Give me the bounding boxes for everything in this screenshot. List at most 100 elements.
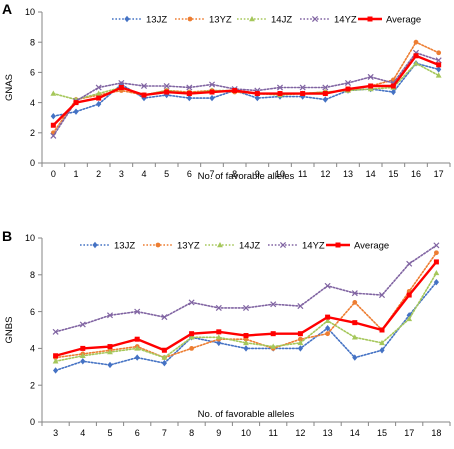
- data-point-14jz: [406, 315, 413, 322]
- x-tick-label: 0: [51, 169, 56, 179]
- y-axis-label: GNBS: [4, 317, 15, 344]
- legend-swatch-marker: [311, 15, 319, 23]
- data-point-average: [390, 83, 396, 89]
- legend-entry-label: 14JZ: [271, 14, 292, 25]
- data-point-14yz: [367, 73, 374, 80]
- data-point-14yz: [435, 57, 442, 64]
- x-tick-label: 11: [298, 169, 307, 179]
- series-line-average: [52, 54, 440, 127]
- x-tick-label: 7: [209, 169, 214, 179]
- panel-label: B: [2, 228, 12, 244]
- data-point-14yz: [378, 292, 386, 299]
- x-tick-label: 15: [388, 169, 398, 179]
- series-14jz: [50, 60, 442, 102]
- legend-swatch-marker: [92, 241, 98, 249]
- data-point-14yz: [322, 84, 329, 91]
- x-tick-label: 4: [141, 169, 146, 179]
- data-point-14yz: [406, 260, 413, 267]
- data-point-14yz: [297, 303, 304, 310]
- data-point-13jz: [433, 278, 439, 286]
- data-point-13jz: [50, 112, 56, 120]
- data-point-average: [53, 353, 59, 359]
- data-point-14yz: [351, 290, 358, 297]
- y-tick-label: 0: [30, 417, 35, 427]
- x-tick-label: 17: [404, 428, 414, 438]
- data-point-14jz: [215, 334, 222, 340]
- y-axis-label: GNAS: [4, 74, 15, 101]
- data-point-average: [209, 89, 215, 95]
- y-tick-label: 10: [25, 7, 35, 17]
- x-tick-label: 9: [216, 428, 221, 438]
- data-point-13jz: [216, 339, 222, 347]
- series-line-13yz: [52, 41, 440, 134]
- data-point-average: [254, 91, 260, 97]
- data-point-14yz: [208, 81, 216, 88]
- series-line-13jz: [52, 62, 440, 117]
- data-point-14jz: [50, 90, 57, 96]
- data-point-average: [141, 92, 147, 98]
- data-point-14yz: [106, 312, 114, 319]
- data-point-14jz: [351, 334, 358, 340]
- x-tick-label: 2: [96, 169, 101, 179]
- data-point-13jz: [436, 66, 442, 73]
- y-tick-label: 4: [30, 344, 35, 354]
- x-tick-label: 7: [162, 428, 167, 438]
- data-point-14yz: [186, 84, 193, 91]
- data-point-13jz: [73, 108, 79, 115]
- data-point-13jz: [107, 361, 113, 369]
- data-point-average: [161, 347, 167, 353]
- x-tick-label: 5: [164, 169, 169, 179]
- y-tick-label: 0: [30, 158, 35, 168]
- data-point-average: [345, 86, 351, 92]
- data-point-13jz: [186, 94, 192, 102]
- data-point-average: [368, 83, 374, 89]
- data-point-14yz: [242, 304, 250, 311]
- data-point-13jz: [297, 345, 303, 352]
- legend-entry-label: 14JZ: [239, 240, 260, 251]
- y-tick-label: 10: [25, 233, 35, 243]
- x-tick-label: 3: [53, 428, 58, 438]
- data-point-14yz: [324, 282, 331, 289]
- data-point-average: [379, 327, 385, 333]
- data-point-average: [325, 314, 331, 320]
- x-tick-label: 6: [187, 169, 192, 179]
- legend: 13JZ 13YZ 14JZ 14YZ Average: [112, 14, 421, 25]
- data-point-13jz: [80, 358, 86, 365]
- data-point-14jz: [95, 90, 102, 96]
- x-tick-label: 8: [189, 428, 194, 438]
- data-point-13jz: [254, 94, 260, 102]
- data-point-14jz: [79, 352, 86, 358]
- data-point-14jz: [161, 354, 168, 360]
- data-point-14jz: [379, 339, 385, 346]
- legend-entry-label: Average: [386, 14, 421, 25]
- legend: 13JZ 13YZ 14JZ 14YZ Average: [80, 240, 389, 251]
- data-point-13jz: [209, 94, 215, 102]
- data-point-14jz: [433, 269, 440, 276]
- series-14yz: [52, 242, 440, 335]
- x-tick-label: 4: [80, 428, 85, 438]
- series-average: [50, 53, 442, 128]
- data-point-14yz: [134, 308, 141, 315]
- data-point-average: [322, 91, 328, 97]
- x-tick-label: 17: [434, 169, 444, 179]
- data-point-14jz: [435, 72, 442, 78]
- data-point-average: [118, 85, 124, 90]
- x-tick-label: 18: [431, 428, 441, 438]
- series-14yz: [50, 49, 442, 139]
- series-13jz: [53, 278, 439, 374]
- data-point-14jz: [243, 339, 249, 346]
- series-14jz: [52, 269, 440, 364]
- data-point-13yz: [325, 331, 330, 337]
- data-point-average: [80, 345, 86, 351]
- data-point-13jz: [96, 100, 102, 108]
- data-point-average: [300, 91, 306, 97]
- x-tick-label: 14: [366, 169, 376, 179]
- data-point-average: [186, 91, 192, 97]
- data-point-14jz: [413, 60, 419, 66]
- legend-entry-label: 13JZ: [146, 14, 167, 25]
- data-point-average: [243, 333, 249, 339]
- data-point-average: [164, 89, 170, 95]
- data-point-14jz: [324, 317, 331, 323]
